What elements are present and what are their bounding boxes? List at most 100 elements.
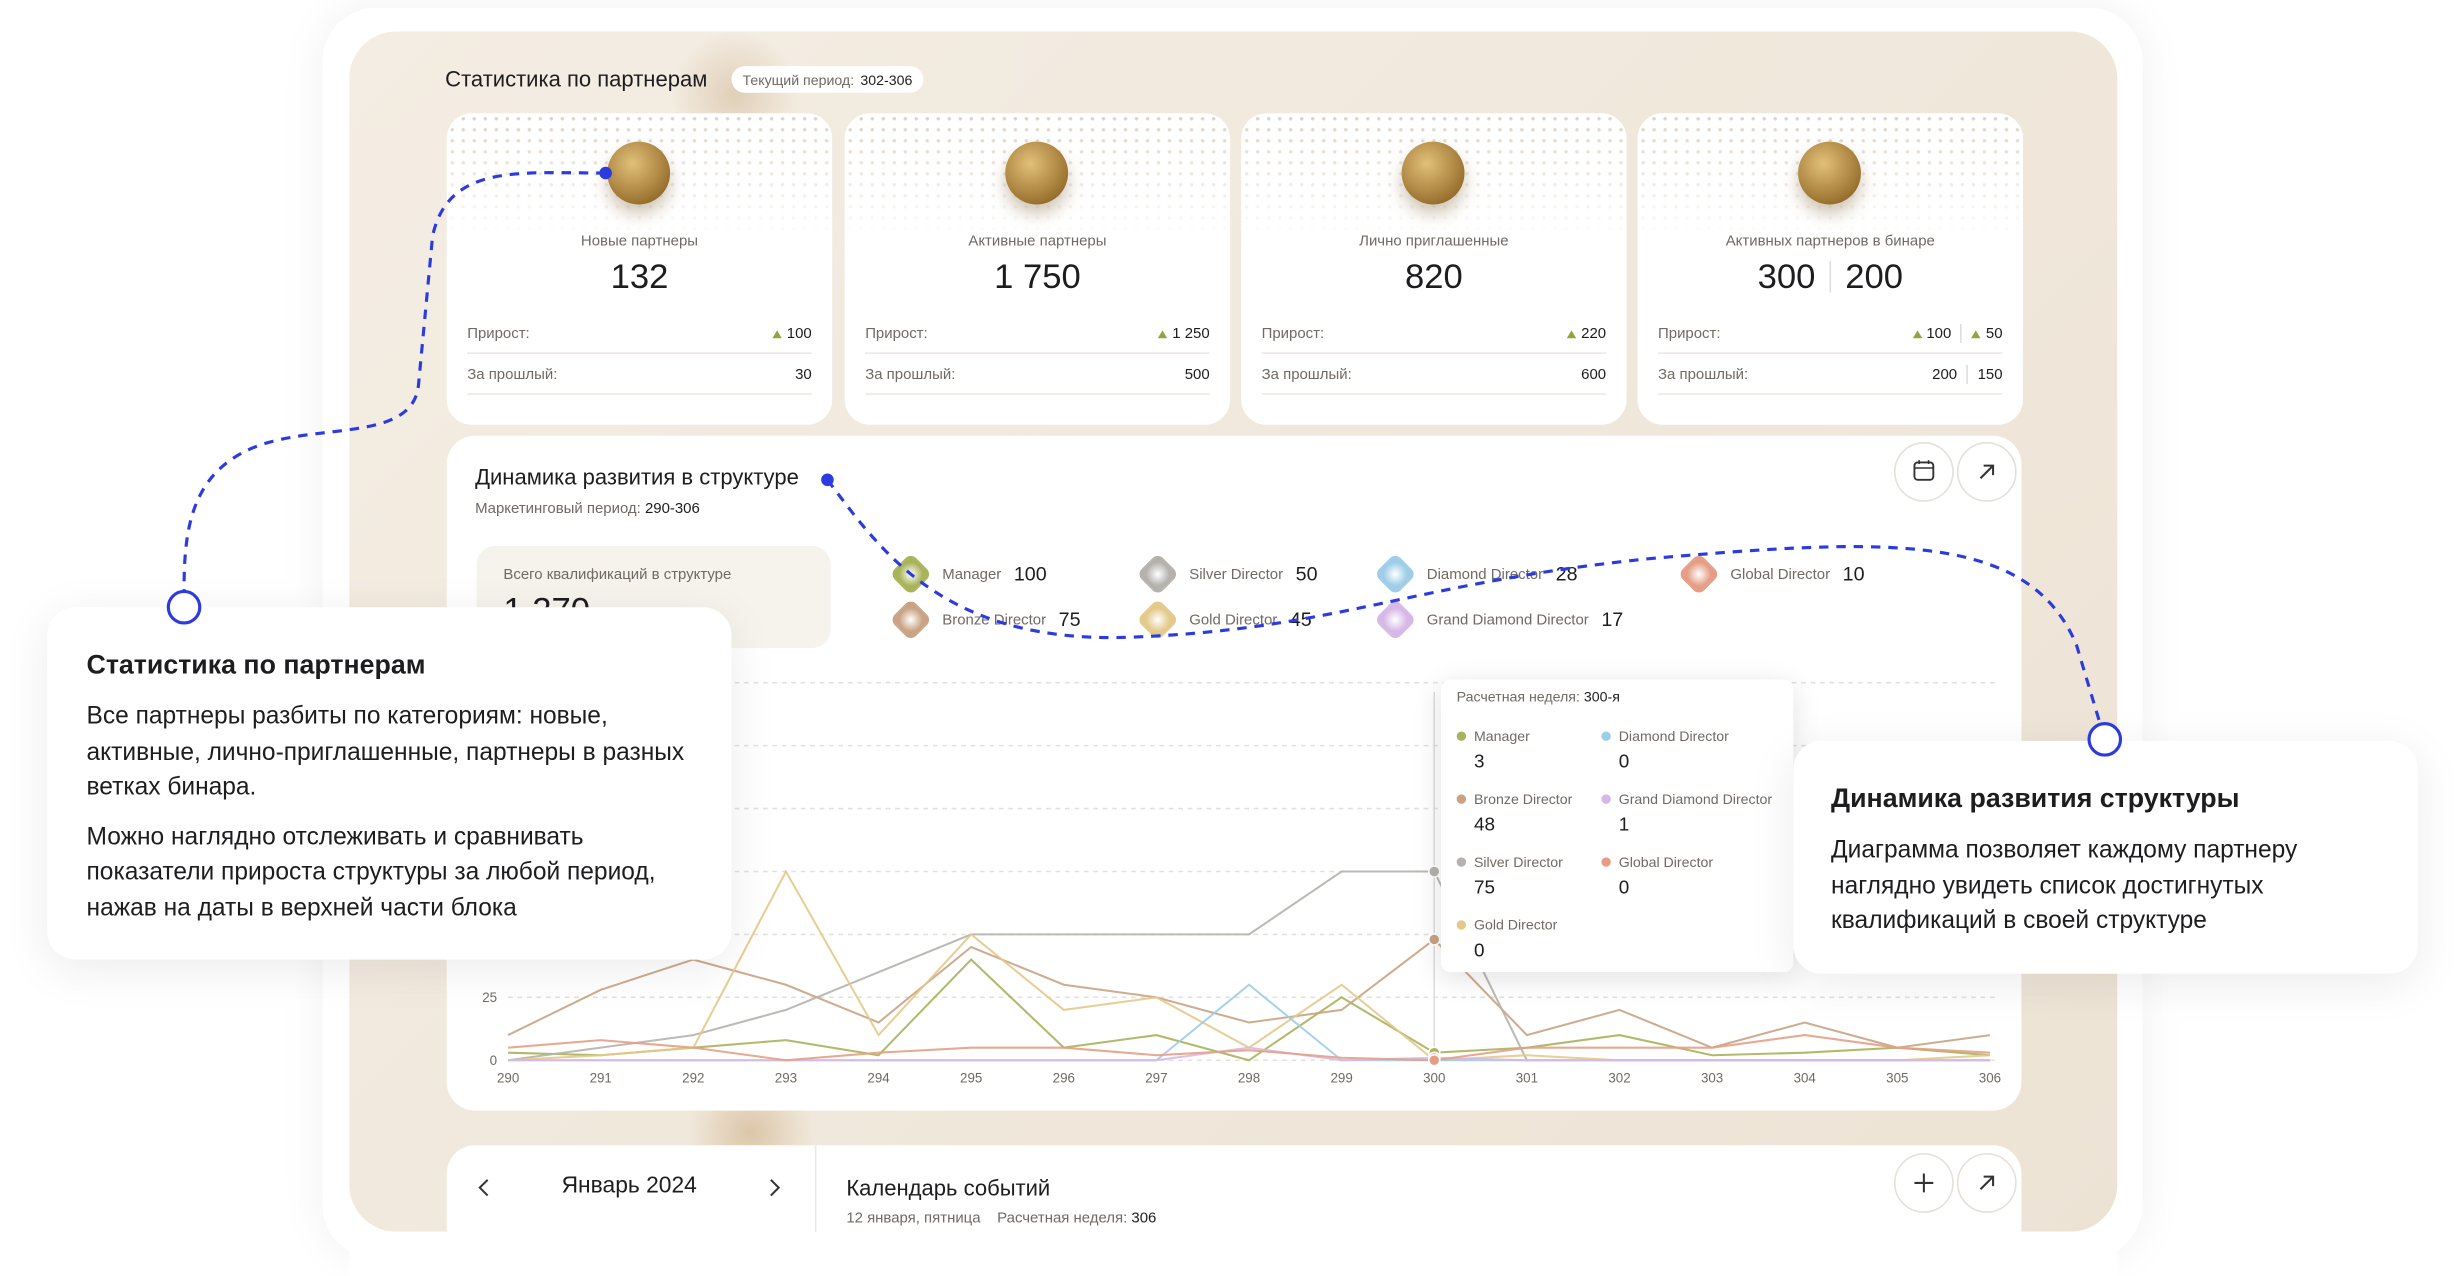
row-values: 100 bbox=[772, 324, 812, 343]
row-values: 220 bbox=[1567, 325, 1606, 342]
card-title: Активные партнеры bbox=[968, 232, 1107, 251]
separator bbox=[1960, 324, 1963, 343]
callout-text: Все партнеры разбиты по категориям: новы… bbox=[86, 703, 685, 801]
row-value-wrap: 100 bbox=[1912, 325, 1951, 342]
card-icon bbox=[1401, 141, 1465, 205]
x-tick-label: 304 bbox=[1794, 1070, 1817, 1085]
next-button[interactable] bbox=[761, 1174, 786, 1202]
row-value-wrap: 600 bbox=[1581, 366, 1606, 383]
tooltip-name: Bronze Director bbox=[1473, 791, 1573, 807]
card-row: Прирост: 1 250 bbox=[865, 315, 1210, 354]
y-tick-label: 0 bbox=[490, 1053, 497, 1068]
card-title: Лично приглашенные bbox=[1359, 232, 1509, 251]
row-value-wrap: 100 bbox=[772, 324, 812, 343]
stat-card: Лично приглашенные 820 Прирост: 220 За прошл… bbox=[1241, 113, 1627, 425]
x-tick-label: 300 bbox=[1423, 1070, 1445, 1085]
card-icon bbox=[1798, 141, 1861, 205]
row-values: 600 bbox=[1581, 366, 1606, 383]
tooltip-dot bbox=[1601, 731, 1611, 741]
arrow-icon bbox=[1979, 464, 1995, 479]
card-title: Активных партнеров в бинаре bbox=[1725, 232, 1935, 251]
x-tick-label: 301 bbox=[1516, 1070, 1538, 1085]
card-value: 132 bbox=[610, 256, 669, 296]
tooltip-name: Grand Diamond Director bbox=[1618, 791, 1773, 807]
card-values: 132 bbox=[447, 256, 832, 297]
hover-point bbox=[1427, 1053, 1441, 1067]
separator bbox=[1829, 261, 1832, 293]
tooltip-name-row: Grand Diamond Director bbox=[1601, 791, 1772, 807]
calendar-date: 12 января, пятница bbox=[846, 1209, 981, 1227]
callout-title: Динамика развития структуры bbox=[1831, 783, 2240, 814]
tooltip-name-row: Diamond Director bbox=[1601, 728, 1729, 744]
week-label: Расчетная неделя: bbox=[997, 1209, 1128, 1227]
add-button[interactable] bbox=[1893, 1153, 1954, 1213]
tooltip-dot bbox=[1456, 794, 1467, 804]
tooltip-item: Diamond Director 0 bbox=[1601, 728, 1729, 772]
period-value: 290-306 bbox=[644, 500, 700, 518]
card-values: 300 200 bbox=[1638, 256, 2023, 297]
row-value: 100 bbox=[1926, 324, 1952, 343]
card-value: 300 bbox=[1757, 256, 1816, 296]
x-tick-label: 305 bbox=[1886, 1070, 1908, 1085]
row-value: 600 bbox=[1581, 365, 1607, 384]
x-tick-label: 294 bbox=[867, 1070, 890, 1085]
tooltip-item: Silver Director 75 bbox=[1456, 854, 1563, 898]
growth-arrow bbox=[772, 329, 783, 338]
tooltip-item: Bronze Director 48 bbox=[1456, 791, 1573, 836]
row-value: 200 bbox=[1932, 365, 1958, 384]
x-tick-label: 297 bbox=[1145, 1070, 1167, 1085]
callout: Динамика развития структуры Диаграмма по… bbox=[1793, 740, 2418, 974]
x-tick-label: 290 bbox=[497, 1070, 519, 1085]
expand-button[interactable] bbox=[1956, 1153, 2017, 1213]
card-row: За прошлый: 200 150 bbox=[1658, 356, 2003, 395]
card-icon bbox=[607, 141, 671, 205]
x-tick-label: 295 bbox=[960, 1070, 982, 1085]
row-value: 50 bbox=[1985, 324, 2003, 343]
row-value-wrap: 50 bbox=[1971, 324, 2003, 343]
divider bbox=[814, 1145, 817, 1272]
tooltip-value: 48 bbox=[1473, 813, 1495, 836]
callout-text: Можно наглядно отслеживать и сравнивать … bbox=[86, 823, 656, 922]
tooltip-name-row: Silver Director bbox=[1456, 854, 1563, 870]
row-label: Прирост: bbox=[865, 324, 928, 343]
x-tick-label: 298 bbox=[1238, 1070, 1260, 1085]
y-tick-label: 25 bbox=[482, 990, 497, 1005]
tooltip-value: 1 bbox=[1618, 813, 1630, 836]
callout: Статистика по партнерам Все партнеры раз… bbox=[47, 607, 732, 960]
plus-icon bbox=[1914, 1173, 1934, 1193]
callout-text: Диаграмма позволяет каждому партнеру наг… bbox=[1831, 836, 2298, 935]
tooltip-name: Manager bbox=[1473, 728, 1530, 745]
tooltip-value: 3 bbox=[1473, 750, 1485, 773]
frame-bottom bbox=[349, 1231, 2118, 1276]
card-value: 1 750 bbox=[994, 256, 1081, 296]
row-values: 500 bbox=[1185, 366, 1210, 383]
row-label: Прирост: bbox=[1261, 324, 1325, 343]
row-value: 500 bbox=[1184, 365, 1210, 384]
tooltip: Расчетная неделя: 300-я Manager 3 Bronze D… bbox=[1440, 679, 1794, 973]
x-tick-label: 306 bbox=[1979, 1070, 2001, 1085]
tooltip-header: Расчетная неделя: 300-я bbox=[1457, 689, 1620, 705]
row-value: 30 bbox=[795, 365, 812, 384]
card-values: 1 750 bbox=[845, 256, 1230, 297]
row-value: 100 bbox=[786, 324, 812, 343]
row-values: 200 150 bbox=[1932, 364, 2003, 384]
x-tick-label: 293 bbox=[775, 1070, 797, 1085]
week-value: 306 bbox=[1131, 1209, 1157, 1227]
tooltip-dot bbox=[1456, 920, 1467, 930]
separator bbox=[1966, 364, 1969, 384]
tooltip-dot bbox=[1601, 794, 1611, 804]
card-row: Прирост: 220 bbox=[1261, 315, 1607, 354]
tooltip-dot bbox=[1456, 731, 1467, 741]
growth-arrow bbox=[1158, 329, 1168, 338]
period-label: Текущий период: bbox=[742, 71, 855, 88]
tooltip-item: Grand Diamond Director 1 bbox=[1601, 791, 1772, 835]
prev-button[interactable] bbox=[472, 1174, 497, 1202]
hover-point bbox=[1427, 865, 1441, 878]
tooltip-name: Gold Director bbox=[1473, 917, 1558, 933]
tooltip-name-row: Manager bbox=[1456, 728, 1530, 745]
row-label: Прирост: bbox=[1658, 324, 1721, 343]
row-values: 100 50 bbox=[1912, 324, 2003, 343]
tooltip-name-row: Global Director bbox=[1601, 854, 1713, 870]
